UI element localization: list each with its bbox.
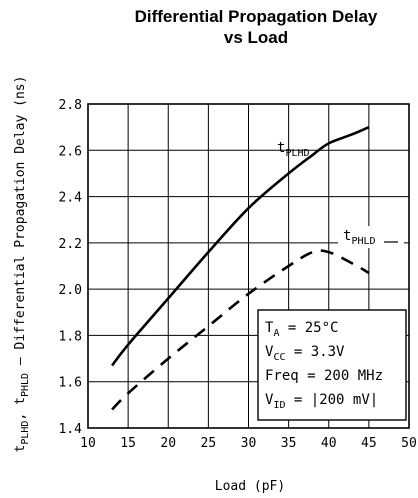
plot-frame bbox=[87, 103, 410, 429]
tick-labels: 10 15 20 25 30 35 40 45 50 1.4 1.6 1.8 2.0 2.2 2.4 2.6 2… bbox=[59, 98, 417, 451]
x-tick-label: 30 bbox=[241, 436, 257, 451]
conditions-box: TA = 25°C VCC = 3.3V Freq = 200 MHz VID = |… bbox=[257, 309, 407, 421]
chart-title-line1: Differential Propagation Delay bbox=[135, 7, 378, 26]
x-tick-label: 35 bbox=[281, 436, 297, 451]
condition-line: VCC = 3.3V bbox=[265, 344, 345, 363]
y-tick-label: 2.0 bbox=[59, 283, 82, 298]
x-tick-label: 20 bbox=[160, 436, 176, 451]
x-axis-label: Load (pF) bbox=[215, 479, 285, 494]
chart-title-line2: vs Load bbox=[224, 28, 288, 47]
x-tick-label: 45 bbox=[361, 436, 377, 451]
y-axis-label: tPLHD, tPHLD – Differential Propagation … bbox=[13, 76, 31, 453]
series-label-plhd: tPLHD bbox=[277, 140, 310, 159]
y-tick-label: 2.2 bbox=[59, 237, 82, 252]
series-line-phld bbox=[111, 249, 370, 411]
y-tick-label: 2.6 bbox=[59, 144, 82, 159]
x-tick-label: 50 bbox=[401, 436, 417, 451]
x-tick-label: 10 bbox=[80, 436, 96, 451]
y-tick-label: 1.8 bbox=[59, 329, 82, 344]
series-label-phld: tPHLD bbox=[343, 228, 376, 247]
x-tick-label: 15 bbox=[120, 436, 136, 451]
condition-line: Freq = 200 MHz bbox=[265, 368, 383, 384]
y-tick-label: 2.4 bbox=[59, 191, 83, 206]
series-layer bbox=[111, 125, 370, 411]
x-tick-label: 40 bbox=[321, 436, 337, 451]
series-line-plhd bbox=[111, 125, 370, 367]
x-tick-label: 25 bbox=[201, 436, 217, 451]
y-tick-label: 2.8 bbox=[59, 98, 82, 113]
condition-line: VID = |200 mV| bbox=[265, 392, 378, 411]
condition-line: TA = 25°C bbox=[265, 320, 338, 339]
series-labels: tPLHD tPHLD bbox=[277, 140, 404, 248]
y-tick-label: 1.4 bbox=[59, 422, 83, 437]
y-tick-label: 1.6 bbox=[59, 376, 82, 391]
